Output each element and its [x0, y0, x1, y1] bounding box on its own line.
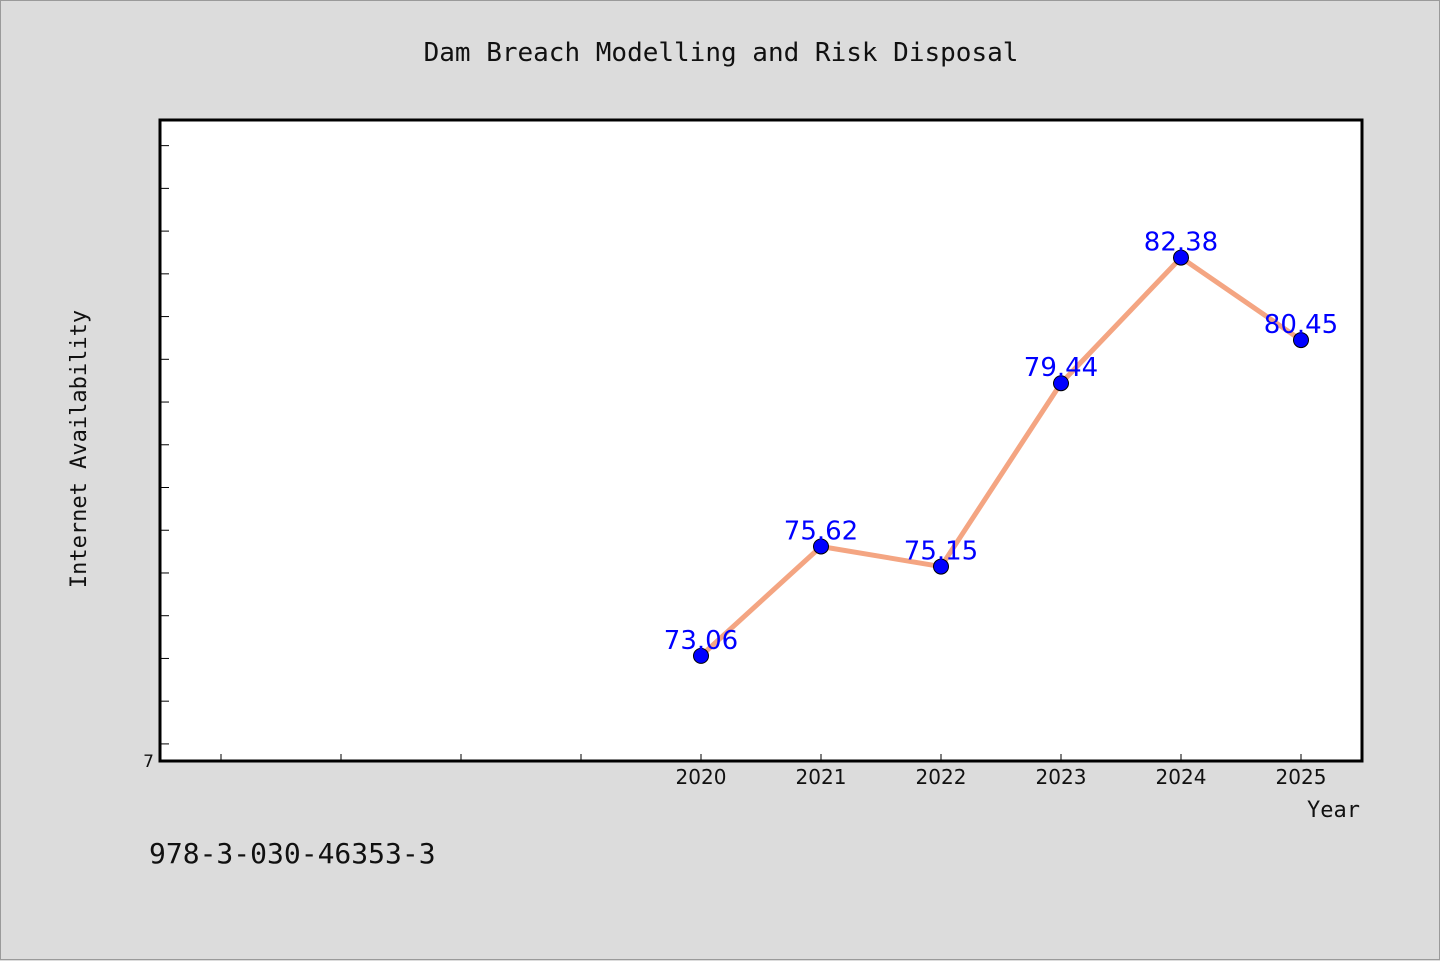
y-axis-label: Internet Availability: [67, 310, 92, 588]
data-label: 75.62: [784, 516, 858, 546]
x-tick-label: 2024: [1156, 765, 1207, 789]
x-tick-label: 2020: [676, 765, 727, 789]
data-point: [1053, 375, 1069, 392]
x-tick-label: 2021: [796, 765, 847, 789]
data-label: 79.44: [1024, 353, 1098, 383]
data-point: [933, 558, 949, 575]
series-layer: [693, 249, 1309, 664]
x-axis-tick-labels: 2020 2021 2022 2023 2024 2025: [676, 765, 1327, 789]
data-label: 80.45: [1264, 310, 1338, 340]
data-point: [813, 538, 829, 555]
x-axis-label: Year: [1307, 798, 1360, 823]
data-point: [1293, 332, 1309, 349]
footnote-isbn: 978-3-030-46353-3: [149, 837, 436, 870]
data-point: [1173, 249, 1189, 266]
data-point: [693, 647, 709, 664]
data-label: 73.06: [664, 626, 738, 656]
x-tick-label: 2023: [1036, 765, 1087, 789]
chart-title: Dam Breach Modelling and Risk Disposal: [424, 38, 1019, 68]
x-tick-label: 2025: [1276, 765, 1327, 789]
x-tick-label: 2022: [916, 765, 967, 789]
plot-area: [158, 118, 1364, 763]
y-axis-ticks: [160, 145, 169, 745]
data-label: 75.15: [904, 537, 978, 567]
series-line: [698, 255, 1304, 659]
x-axis-ticks: [220, 754, 1302, 761]
data-labels-layer: 73.06 75.62 75.15 79.44 82.38 80.45: [664, 228, 1338, 656]
data-label: 82.38: [1144, 228, 1218, 258]
y-axis-min-label: 7: [143, 752, 154, 772]
